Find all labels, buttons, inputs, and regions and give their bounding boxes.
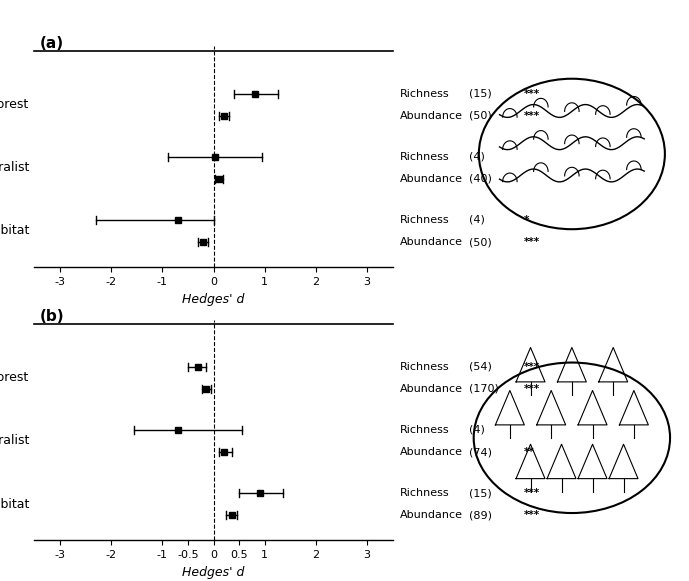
Text: (74): (74) (469, 447, 491, 457)
Text: *: * (524, 215, 529, 225)
Text: (170): (170) (469, 384, 498, 394)
Text: ***: *** (524, 488, 539, 498)
Text: Abundance: Abundance (400, 447, 462, 457)
Text: Abundance: Abundance (400, 174, 462, 184)
Text: Forest: Forest (0, 98, 30, 112)
Text: Generalist: Generalist (0, 162, 30, 174)
Text: (89): (89) (469, 510, 491, 520)
Text: Open-habitat: Open-habitat (0, 497, 30, 511)
Text: (a): (a) (39, 36, 63, 51)
Text: (50): (50) (469, 111, 491, 121)
Text: ***: *** (524, 89, 539, 99)
Text: Richness: Richness (400, 488, 449, 498)
Text: (15): (15) (469, 488, 491, 498)
Text: (4): (4) (469, 215, 484, 225)
Text: Generalist: Generalist (0, 435, 30, 447)
Text: Richness: Richness (400, 215, 449, 225)
Text: Abundance: Abundance (400, 384, 462, 394)
Text: (40): (40) (469, 174, 491, 184)
Text: ***: *** (524, 384, 539, 394)
Text: Abundance: Abundance (400, 111, 462, 121)
Text: Open-habitat: Open-habitat (0, 224, 30, 238)
Text: (b): (b) (39, 309, 64, 324)
Text: Richness: Richness (400, 425, 449, 435)
Text: ***: *** (524, 237, 539, 247)
Text: (4): (4) (469, 425, 484, 435)
Text: **: ** (524, 447, 535, 457)
Text: (15): (15) (469, 89, 491, 99)
Text: ***: *** (524, 111, 539, 121)
Text: Richness: Richness (400, 152, 449, 162)
Text: Richness: Richness (400, 89, 449, 99)
Text: (4): (4) (469, 152, 484, 162)
X-axis label: Hedges' d: Hedges' d (183, 293, 245, 306)
Text: (50): (50) (469, 237, 491, 247)
Text: Abundance: Abundance (400, 510, 462, 520)
Text: Richness: Richness (400, 362, 449, 372)
X-axis label: Hedges' d: Hedges' d (183, 566, 245, 579)
Text: (54): (54) (469, 362, 491, 372)
Text: ***: *** (524, 362, 539, 372)
Text: Abundance: Abundance (400, 237, 462, 247)
Text: Forest: Forest (0, 371, 30, 385)
Text: ***: *** (524, 510, 539, 520)
